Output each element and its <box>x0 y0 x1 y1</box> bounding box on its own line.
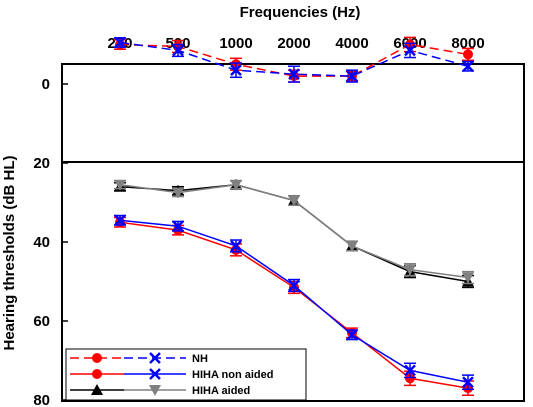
marker-stroke <box>288 279 300 292</box>
data-point <box>288 195 300 207</box>
marker-stroke <box>462 376 474 389</box>
marker-stroke <box>230 64 242 77</box>
chart-title: Frequencies (Hz) <box>240 4 361 21</box>
marker-stroke <box>346 70 358 82</box>
legend-marker <box>92 369 102 379</box>
data-point <box>462 376 474 389</box>
legend-label: NH <box>192 353 208 365</box>
marker-stroke <box>114 36 126 49</box>
marker-stroke <box>230 240 242 252</box>
y-axis-label: Hearing thresholds (dB HL) <box>1 155 18 350</box>
x-tick-label: 2000 <box>277 35 310 52</box>
legend-marker <box>149 352 161 364</box>
data-point <box>346 70 358 82</box>
legend-label: HIHA aided <box>192 385 250 397</box>
data-point <box>404 264 416 276</box>
x-tick-label: 4000 <box>335 35 368 52</box>
data-point <box>463 49 473 60</box>
series-5-triangle-down <box>114 179 474 285</box>
legend: NH HIHA non aided HIHA aided <box>65 348 307 401</box>
marker-stroke <box>172 44 184 57</box>
data-point <box>114 36 126 49</box>
legend-marker <box>149 385 161 396</box>
legend-label: HIHA non aided <box>192 369 273 381</box>
x-tick-label: 8000 <box>451 35 484 52</box>
data-point <box>172 220 184 233</box>
data-point <box>288 279 300 292</box>
series-layer <box>114 36 474 397</box>
data-point <box>114 179 126 191</box>
series-1-x <box>114 36 474 83</box>
data-point <box>462 60 474 73</box>
plot-frame <box>61 63 525 402</box>
data-point <box>172 187 184 199</box>
data-point <box>172 44 184 57</box>
marker-stroke <box>346 328 358 341</box>
y-tick-label: 20 <box>33 155 50 172</box>
legend-marker <box>92 353 102 363</box>
marker-stroke <box>149 352 161 364</box>
y-tick-label: 80 <box>33 392 50 407</box>
data-point <box>288 68 300 81</box>
legend-item: NH <box>70 352 208 365</box>
data-point <box>230 240 242 252</box>
marker-stroke <box>149 368 161 380</box>
marker-stroke <box>172 220 184 233</box>
data-point <box>230 64 242 77</box>
data-point <box>114 214 126 227</box>
y-tick-label: 0 <box>42 76 50 93</box>
x-tick-label: 1000 <box>219 35 252 52</box>
data-point <box>405 373 415 384</box>
marker-stroke <box>404 364 416 377</box>
y-tick-label: 60 <box>33 313 50 330</box>
marker-stroke <box>404 44 416 57</box>
data-point <box>346 328 358 341</box>
marker-stroke <box>462 60 474 73</box>
legend-marker <box>149 368 161 380</box>
y-tick-label: 40 <box>33 234 50 251</box>
x-tick-labels: 25050010002000400060008000 <box>107 35 484 52</box>
legend-marker <box>91 384 103 395</box>
data-point <box>404 364 416 377</box>
marker-stroke <box>288 68 300 81</box>
data-point <box>462 272 474 284</box>
series-3-x <box>114 214 474 391</box>
data-point <box>404 44 416 57</box>
marker-stroke <box>114 214 126 227</box>
legend-item: HIHA aided <box>70 384 250 397</box>
legend-item: HIHA non aided <box>70 368 273 381</box>
data-point <box>230 179 242 191</box>
data-point <box>346 240 358 252</box>
